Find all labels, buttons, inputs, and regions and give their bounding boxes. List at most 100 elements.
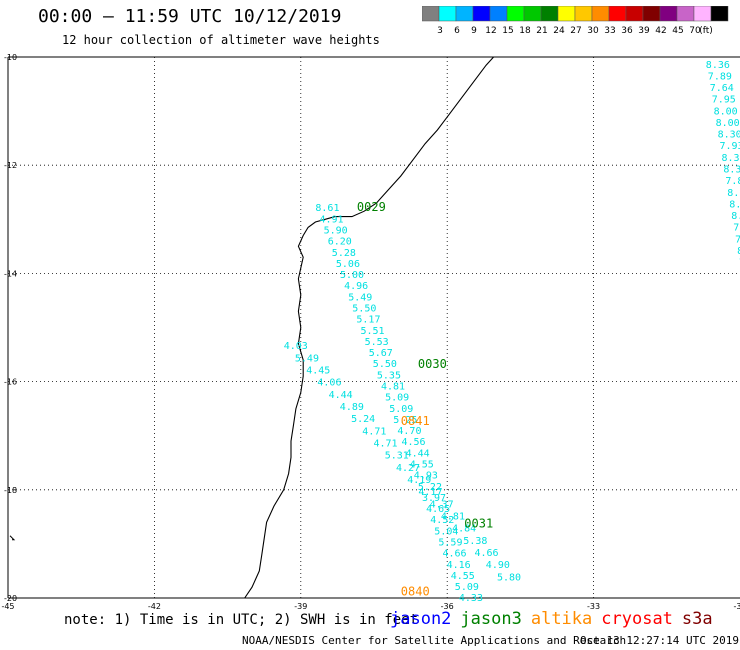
color-scale-tick-label: 18 [519,26,531,36]
wave-height-value: 4.70 [397,426,421,437]
wave-height-value: 5.51 [361,326,385,337]
wave-height-value: 5.35 [377,370,401,381]
color-scale-tick-label: 21 [536,26,547,36]
island-outline [9,535,16,541]
wave-height-value: 8.30 [718,130,740,141]
wave-height-value: 7.0 [733,223,740,234]
wave-height-value: 8.36 [706,60,730,71]
wave-height-value: 7.4 [735,234,740,245]
wave-height-value: 5.50 [373,359,397,370]
wave-height-value: 4.37 [430,499,454,510]
wave-height-value: 4.81 [441,512,465,523]
wave-height-map: -10 -12 -14 -16 -18 -20-45 -42 -39 -36 -33 -30 8.61… [1,53,740,611]
legend-entry: altika [530,609,593,629]
wave-height-value: 5.59 [438,538,462,549]
wave-height-value: 4.81 [381,382,405,393]
wave-height-value: 4.55 [410,460,434,471]
wave-height-value: 4.52 [430,515,454,526]
wave-height-value: 7.64 [710,83,734,94]
legend-entry: s3a [681,609,713,629]
wave-height-value: 5.53 [365,337,389,348]
longitude-label: -30 [733,602,740,611]
track-time-label: 0029 [357,200,386,214]
color-scale-tick-label: 36 [621,26,633,36]
wave-height-value: 7.95 [712,95,736,106]
map-subtitle: 12 hour collection of altimeter wave hei… [62,33,380,47]
latitude-label: -16 [4,378,17,387]
wave-height-value: 4.03 [284,341,308,352]
color-scale-tick-label: 3 [437,26,443,36]
wave-height-value: 4.84 [452,524,476,535]
color-scale-tick-label: 45 [672,26,683,36]
wave-height-value: 4.93 [414,471,438,482]
wave-height-value: 4.44 [406,448,430,459]
wave-height-value: 5.09 [385,393,409,404]
wave-height-value: 5.49 [348,292,372,303]
latitude-label: -10 [4,53,17,62]
wave-height-value: 5.00 [340,270,364,281]
latitude-label: -12 [4,161,17,170]
wave-height-value: 5.04 [434,526,458,537]
color-scale-tick-label: 27 [570,26,581,36]
color-scale-tick-label: 42 [655,26,666,36]
track-time-label: 0030 [418,357,447,371]
color-scale-tick-label: 70 [689,26,701,36]
track-time-label: 0031 [464,517,493,531]
generated-timestamp: Oct 13 12:27:14 UTC 2019 [580,634,739,647]
color-swatch [710,6,729,22]
latitude-label: -18 [4,486,17,495]
color-scale-unit: (ft) [699,26,713,36]
wave-height-value: 5.28 [332,248,356,259]
longitude-label: -36 [441,602,454,611]
wave-height-value: 4.44 [329,390,353,401]
wave-height-value: 5.09 [455,582,479,593]
wave-height-value: 6.20 [328,237,352,248]
wave-height-value: 8.61 [315,203,339,214]
wave-height-value: 4.71 [362,426,386,437]
color-scale-tick-label: 33 [604,26,615,36]
wave-height-value: 4.33 [459,593,483,604]
wave-height-value: 7.93 [720,141,740,152]
legend-entry: jason3 [460,609,522,629]
wave-height-value: 8.00 [714,106,738,117]
wave-height-value: 4.55 [451,571,475,582]
wave-height-value: 4.45 [306,366,330,377]
wave-height-value: 8.33 [723,165,740,176]
wave-height-value: 5.67 [369,348,393,359]
wave-height-value: 8.00 [716,118,740,129]
longitude-label: -42 [148,602,161,611]
color-scale-tick-label: 6 [454,26,460,36]
legend-entry: jason2 [390,609,452,629]
wave-height-value: 4.66 [475,548,499,559]
wave-height-value: 4.19 [407,475,431,486]
wave-height-value: 8.2 [727,188,740,199]
latitude-label: -20 [4,594,17,603]
wave-height-value: 5.17 [356,315,380,326]
color-scale-tick-label: 30 [587,26,599,36]
latitude-label: -14 [4,269,17,278]
color-scale-bar: 3 6 9 12 15 18 21 24 27 30 33 36 39 42 45 70(ft) [422,6,729,36]
wave-height-value: 4.06 [317,378,341,389]
wave-height-value: 7.87 [725,176,740,187]
wave-height-value: 4.89 [340,402,364,413]
units-note: note: 1) Time is in UTC; 2) SWH is in fe… [64,612,419,628]
color-scale-tick-label: 12 [485,26,496,36]
color-scale-tick-label: 9 [471,26,477,36]
longitude-label: -39 [294,602,307,611]
wave-height-value: 8.31 [722,153,740,164]
track-time-label: 0841 [401,414,430,428]
wave-height-value: 4.65 [426,504,450,515]
wave-height-value: 5.09 [389,404,413,415]
wave-height-value: 8.1 [729,199,740,210]
wave-height-value: 8. [737,246,740,257]
wave-height-value: 4.96 [344,281,368,292]
wave-height-value: 4.90 [486,560,510,571]
wave-height-value: 4.66 [443,549,467,560]
wave-height-value: 5.24 [351,414,375,425]
wave-height-value: 4.17 [418,487,442,498]
color-scale-tick-label: 24 [553,26,565,36]
wave-height-value: 5.49 [295,353,319,364]
color-scale-tick-label: 15 [502,26,513,36]
wave-height-value: 3.97 [422,493,446,504]
credit-line: NOAA/NESDIS Center for Satellite Applica… [242,634,627,647]
